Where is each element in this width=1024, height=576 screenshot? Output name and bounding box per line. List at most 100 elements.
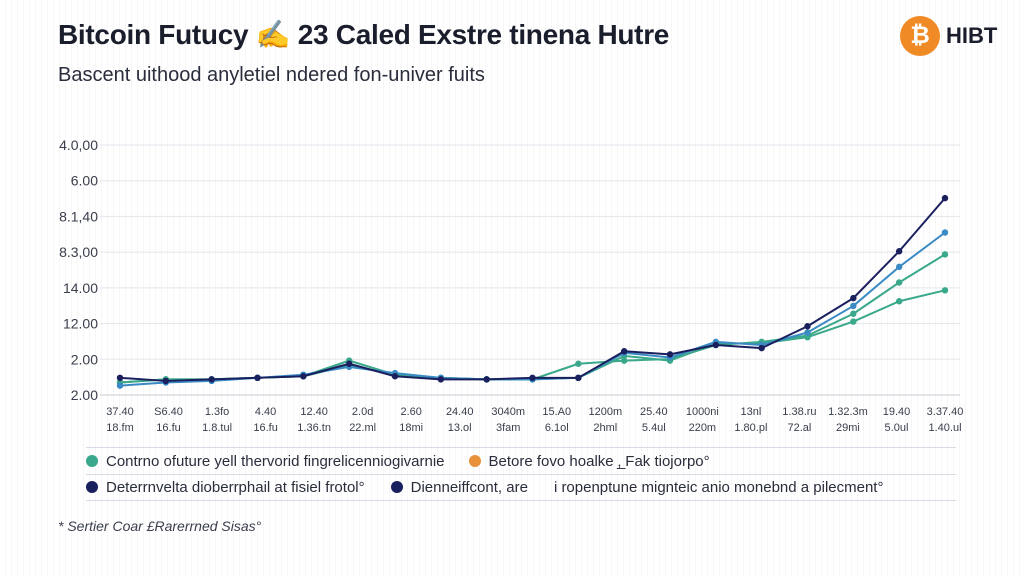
x-tick-label: 1.80.pl [734, 422, 767, 434]
legend-item: Betore fovo hoalke ‚̲ Fak tiojorpo° [468, 452, 710, 470]
brand-text: HIBT [946, 23, 998, 48]
legend-label: Deterrnvelta dioberrphail at fisiel frot… [106, 478, 365, 496]
x-tick-label: 24.40 [446, 406, 474, 418]
data-point [941, 251, 949, 258]
data-point [895, 248, 903, 255]
x-tick-label: 6.1ol [545, 422, 569, 434]
data-point [575, 374, 582, 382]
y-tick-label: 12.00 [63, 316, 98, 332]
x-tick-label: 12.40 [300, 406, 328, 418]
x-tick-label: 1.36.tn [297, 422, 331, 434]
data-point [116, 374, 124, 382]
legend-marker [86, 481, 98, 493]
data-point [804, 329, 811, 336]
legend-item: і ropenptune mignteic anio monebnd a pil… [554, 479, 884, 496]
x-tick-label: 1000ni [686, 406, 719, 418]
data-point [941, 229, 949, 236]
x-tick-label: 25.40 [640, 406, 668, 418]
x-tick-label: S6.40 [154, 406, 183, 418]
data-point [300, 373, 307, 380]
data-point [575, 360, 582, 367]
legend-item: Deterrnvelta dioberrphail at fisiel frot… [86, 479, 365, 496]
x-tick-label: 2hml [593, 422, 617, 434]
y-tick-label: 2.00 [71, 387, 98, 403]
line-chart: 2.00 2.00 12.00 14.00 8.3,00 8.1,40 6.00 4.0,00… [59, 137, 964, 434]
x-tick-label: 29mi [836, 422, 860, 434]
legend-label: Dienneiffcont, are [410, 478, 528, 496]
legend-divider-top [86, 447, 956, 448]
y-tick-label: 14.00 [63, 280, 98, 296]
data-point [850, 310, 857, 317]
y-tick-label: 8.3,00 [59, 244, 98, 260]
data-point [895, 298, 903, 305]
x-tick-label: 3fam [496, 422, 520, 434]
data-point [116, 382, 124, 389]
data-point [437, 376, 445, 383]
series-line [119, 289, 946, 384]
data-point [620, 357, 628, 364]
legend-row-1: Contrno ofuture yell thervorid fingrelic… [86, 448, 710, 474]
data-point [850, 302, 857, 310]
y-tick-label: 8.1,40 [59, 208, 98, 224]
series-line [119, 197, 946, 382]
chart-title: Bitcoin Futucy ✍ 23 Caled Exstre tinena … [58, 19, 670, 50]
x-tick-label: 1.3fo [205, 406, 229, 418]
data-point [804, 323, 811, 330]
data-point [620, 348, 628, 355]
data-point [895, 279, 903, 286]
x-tick-label: 1.38.ru [782, 406, 816, 418]
legend-label: і ropenptune mignteic anio monebnd a pil… [553, 478, 884, 496]
x-tick-label: 37.40 [106, 406, 134, 418]
data-point [850, 294, 857, 302]
chart-subtitle: Bascent uithood anyletiel ndered fon-uni… [58, 64, 485, 86]
x-tick-label: 1.40.ul [928, 422, 961, 434]
data-point [529, 374, 536, 382]
data-point [941, 194, 949, 202]
data-point [483, 376, 490, 383]
data-point [391, 373, 399, 380]
x-tick-label: 3.37.40 [927, 406, 964, 418]
bitcoin-icon: ₿ [900, 16, 940, 56]
x-tick-label: 18mi [399, 422, 423, 434]
x-tick-label: 2.0d [352, 406, 373, 418]
data-point [162, 377, 170, 385]
x-tick-label: 16.fu [156, 422, 180, 434]
x-tick-label: 5.0ul [885, 422, 909, 434]
legend-marker [468, 455, 481, 467]
x-tick-label: 16.fu [253, 422, 277, 434]
legend-divider-bottom [86, 500, 956, 501]
x-tick-label: 19.40 [883, 406, 911, 418]
x-tick-label: 1200m [588, 406, 622, 418]
x-tick-label: 3040m [491, 406, 525, 418]
y-tick-label: 2.00 [71, 351, 98, 367]
legend-label: Betore fovo hoalke ‚̲ Fak tiojorpo° [488, 452, 710, 470]
legend-row-2: Deterrnvelta dioberrphail at fisiel frot… [86, 474, 883, 500]
legend-marker [86, 455, 98, 467]
legend-divider-mid [86, 474, 956, 475]
x-tick-label: 5.4ul [642, 422, 666, 434]
data-point [895, 263, 903, 271]
data-point [758, 344, 765, 352]
y-tick-label: 6.00 [71, 173, 98, 189]
x-tick-label: 18.fm [106, 422, 134, 434]
data-point [712, 341, 720, 349]
x-tick-label: 15.A0 [542, 406, 571, 418]
x-tick-label: 2.60 [400, 406, 421, 418]
x-tick-label: 1.8.tul [202, 422, 232, 434]
data-point [208, 376, 215, 383]
data-point [850, 318, 857, 325]
legend-label: Contrno ofuture yell thervorid fingrelic… [106, 452, 445, 470]
data-point [666, 351, 674, 358]
y-tick-label: 4.0,00 [59, 137, 98, 153]
x-tick-label: 13nl [740, 406, 761, 418]
x-tick-label: 13.ol [448, 422, 472, 434]
x-tick-label: 22.ml [349, 422, 376, 434]
x-tick-label: 1.32.3m [828, 406, 868, 418]
x-tick-label: 220m [689, 422, 717, 434]
data-point [345, 360, 353, 367]
x-tick-label: 4.40 [255, 406, 276, 418]
brand-logo: ₿ HIBT [900, 16, 997, 56]
legend-item: Contrno ofuture yell thervorid fingrelic… [86, 453, 445, 470]
series-line [119, 231, 946, 387]
x-tick-label: 72.al [787, 422, 811, 434]
